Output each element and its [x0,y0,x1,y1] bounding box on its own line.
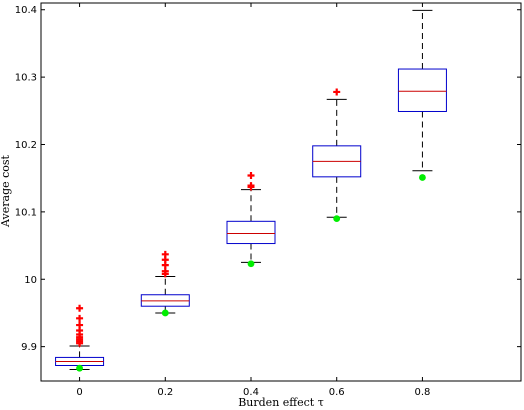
box-group [226,171,276,268]
y-tick-label: 9.9 [21,342,37,353]
y-tick-label: 10 [24,275,37,286]
highlight-point [161,309,169,317]
outlier-point [247,182,255,190]
box-group [312,88,362,223]
y-axis: 9.9 10 10.1 10.2 10.3 10.4 [15,5,521,353]
x-tick-label: 0 [76,387,82,398]
y-axis-label: Average cost [0,154,12,228]
x-tick-label: 0.8 [414,387,430,398]
boxplot-series [55,9,447,372]
y-tick-label: 10.1 [15,207,37,218]
plot-frame [40,2,522,382]
y-tick-label: 10.3 [15,73,37,84]
box-group [55,304,105,372]
interquartile-box [226,220,276,245]
y-tick-label: 10.4 [15,5,37,16]
box-group [397,9,447,181]
box-group [140,250,190,317]
highlight-point [247,260,255,268]
interquartile-box [397,68,447,112]
outlier-point [76,321,84,329]
outlier-point [247,171,255,179]
y-tick-label: 10.2 [15,140,37,151]
highlight-point [333,215,341,223]
x-tick-label: 0.2 [157,387,173,398]
x-axis: 0 0.2 0.4 0.6 0.8 [76,3,430,398]
x-tick-label: 0.4 [243,387,259,398]
outlier-point [161,250,169,258]
highlight-point [419,174,426,181]
highlight-point [76,364,83,372]
outlier-point [76,314,84,322]
outlier-point [76,304,84,312]
x-tick-label: 0.6 [329,387,345,398]
outlier-point [333,88,341,96]
outlier-point [161,267,169,275]
x-axis-label: Burden effect τ [238,396,324,409]
